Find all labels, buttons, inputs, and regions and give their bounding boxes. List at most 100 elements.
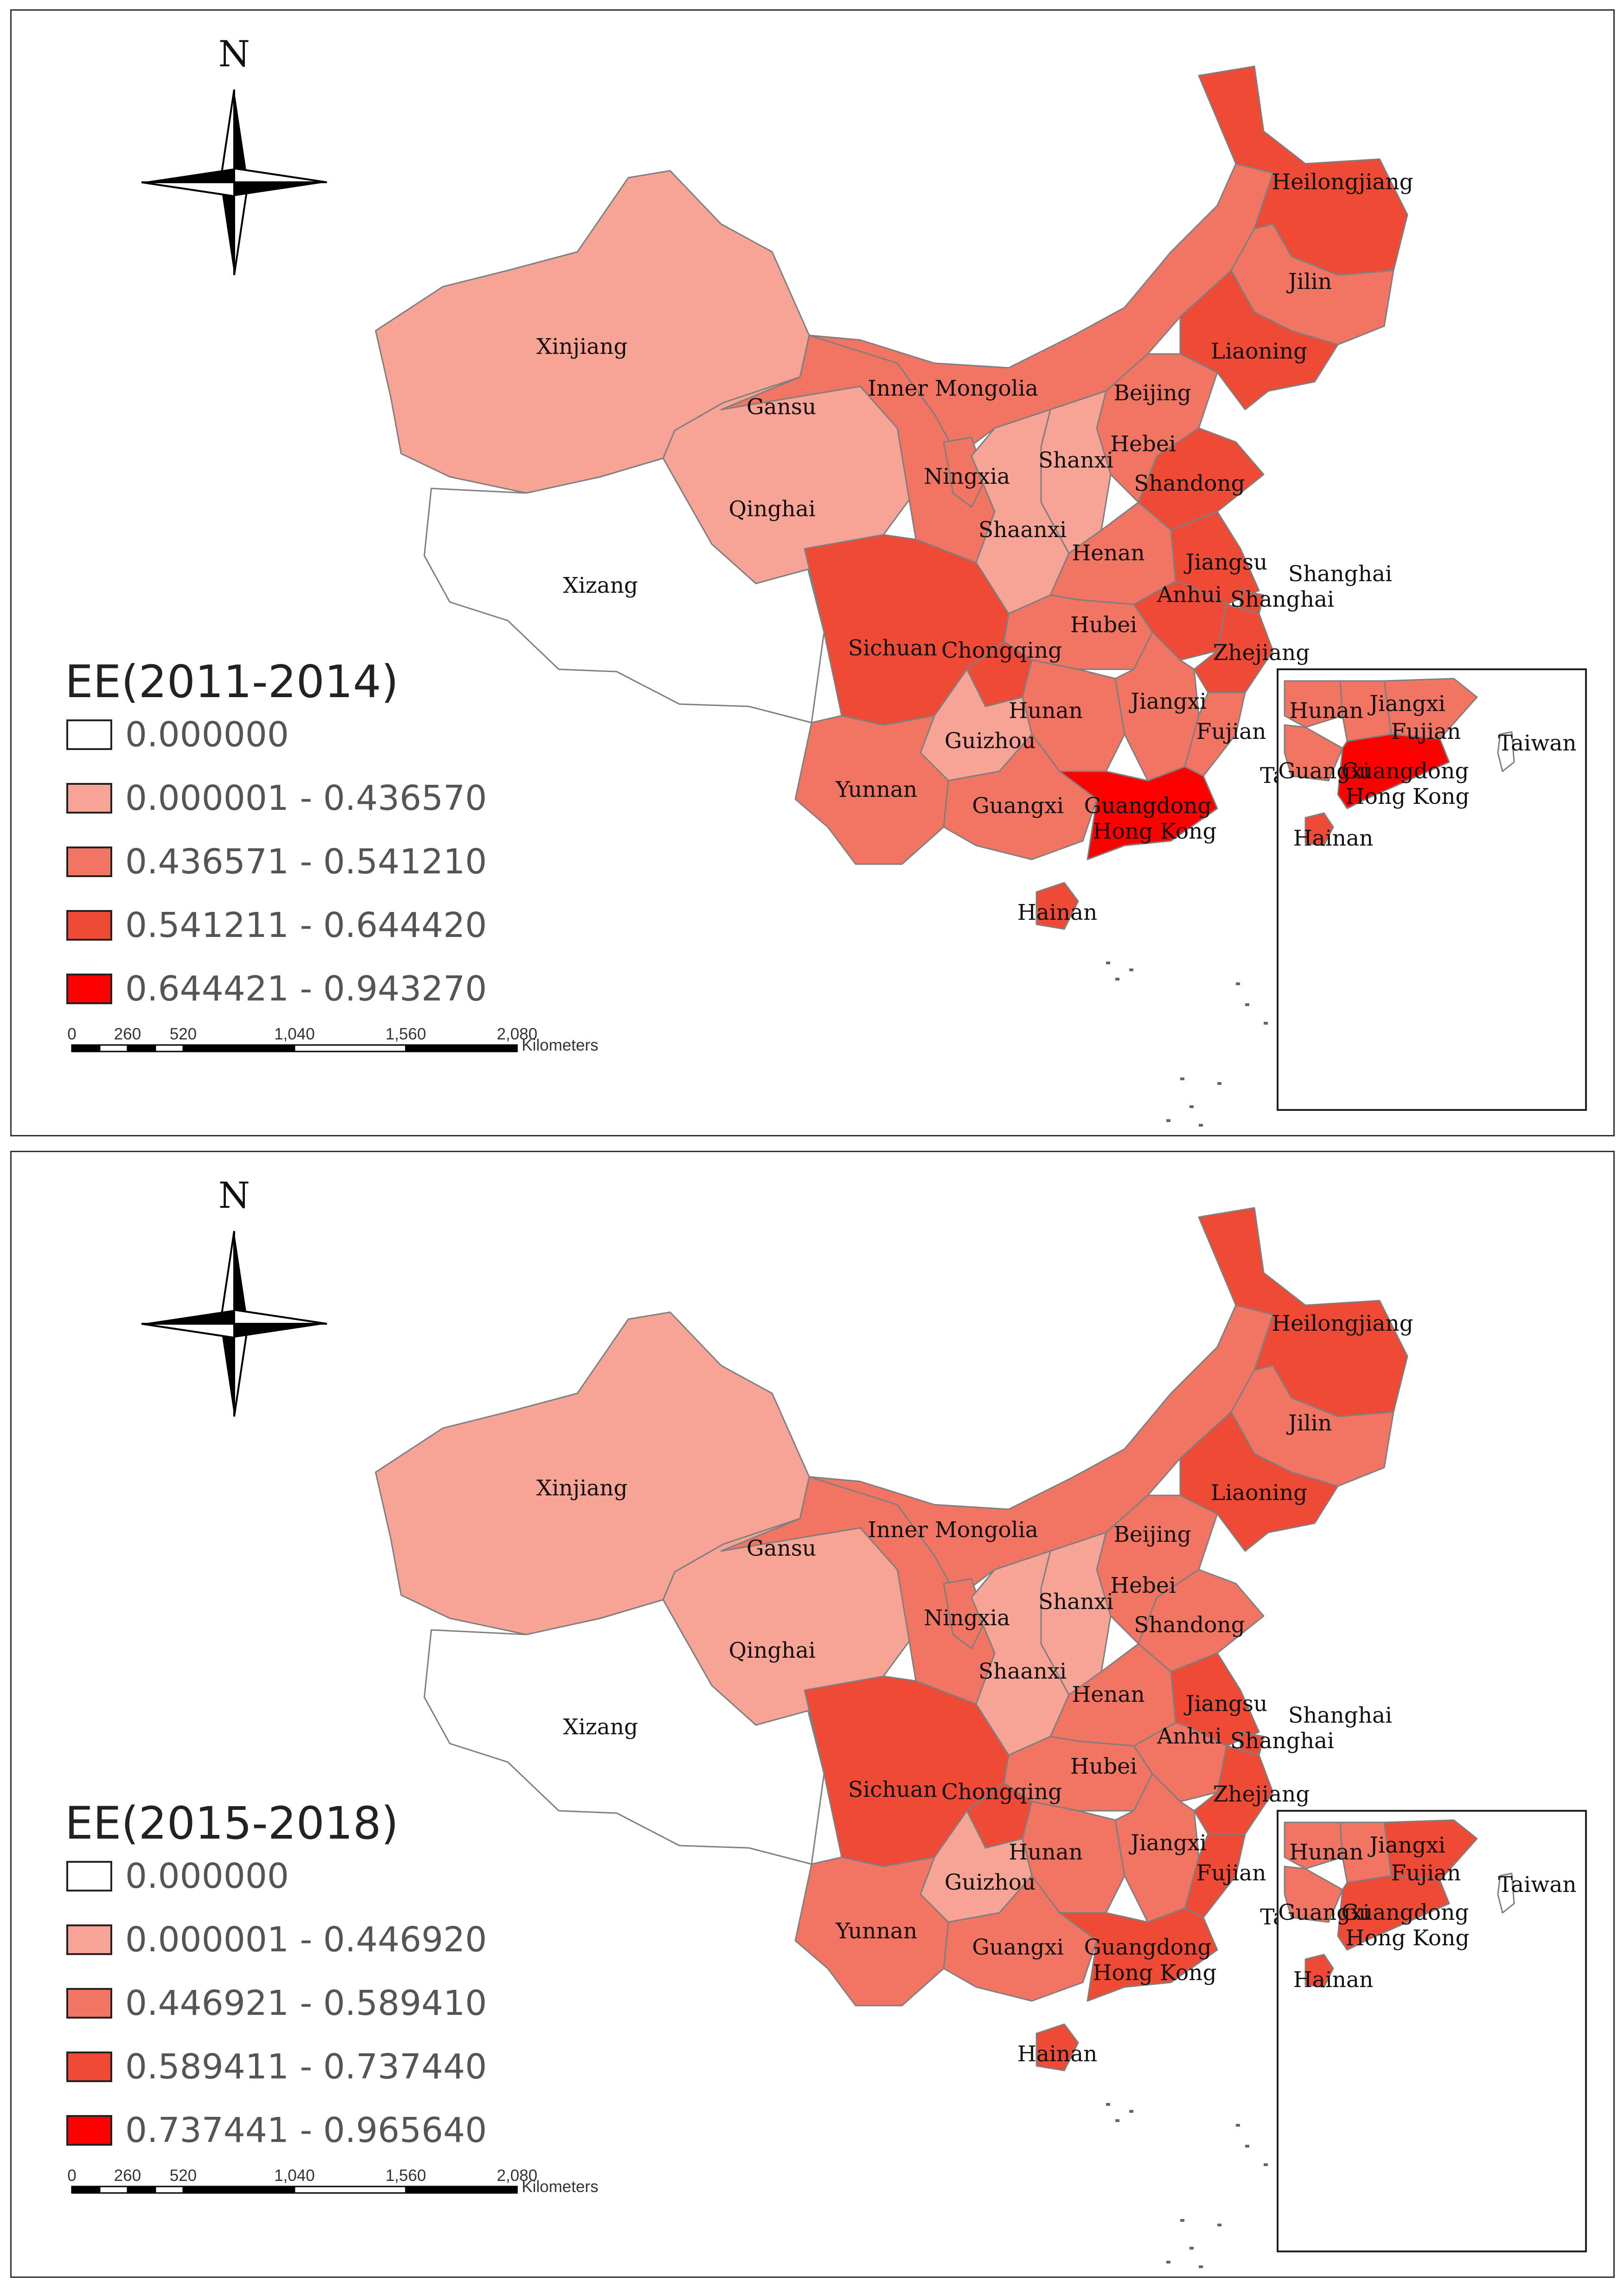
scale-segment bbox=[154, 1044, 184, 1052]
scale-segment bbox=[154, 2186, 184, 2194]
label-guangxi: Guangxi bbox=[972, 793, 1064, 819]
province-zhejiang bbox=[1193, 1745, 1274, 1835]
island-mark bbox=[1189, 2247, 1194, 2250]
legend-label: 0.000001 - 0.436570 bbox=[125, 778, 487, 818]
province-layer bbox=[375, 65, 1408, 930]
legend-swatch bbox=[66, 910, 112, 941]
map-panel-2011-2014: Xinjiang Xizang Qinghai Gansu Inner Mongolia… bbox=[10, 9, 1615, 1136]
label-shanghai: Shanghai bbox=[1230, 1728, 1334, 1754]
north-label: N bbox=[218, 1175, 250, 1217]
inset-province-guangxi bbox=[1284, 724, 1343, 782]
label-xizang: Xizang bbox=[563, 1714, 638, 1740]
island-mark bbox=[1166, 1119, 1170, 1122]
legend-label: 0.436571 - 0.541210 bbox=[125, 842, 487, 882]
scale-tick-label: 2,080 bbox=[497, 2167, 537, 2185]
scale-segment bbox=[99, 2186, 128, 2194]
legend-swatch bbox=[66, 2052, 112, 2082]
legend-label: 0.000001 - 0.446920 bbox=[125, 1920, 487, 1960]
province-guangdong bbox=[1059, 1907, 1218, 2002]
inset-province-guangdong bbox=[1337, 733, 1450, 809]
province-layer bbox=[375, 1207, 1408, 2071]
scale-segment bbox=[182, 1044, 295, 1052]
scale-unit-label: Kilometers bbox=[522, 1036, 598, 1054]
label-hainan: Hainan bbox=[1017, 900, 1098, 925]
label-fujian: Fujian bbox=[1196, 1860, 1266, 1886]
province-guangdong bbox=[1059, 766, 1218, 860]
label-shanghai: Shanghai bbox=[1230, 587, 1334, 612]
legend-swatch bbox=[66, 2115, 112, 2146]
inset-label-jiangxi: Jiangxi bbox=[1368, 1833, 1445, 1858]
province-labels: Xinjiang Xizang Qinghai Gansu Inner Mongolia… bbox=[537, 1311, 1413, 2067]
inset-province-hainan bbox=[1304, 812, 1334, 846]
label-anhui: Anhui bbox=[1157, 1724, 1222, 1749]
scale-tick-label: 520 bbox=[170, 1025, 197, 1043]
legend: EE(2015-2018) 0.000000 0.000001 - 0.446920… bbox=[65, 1797, 487, 2150]
legend-swatch bbox=[66, 783, 112, 814]
scale-tick-label: 1,040 bbox=[274, 2167, 315, 2185]
scale-tick-label: 1,040 bbox=[274, 1025, 315, 1043]
inset-label-guangdong: Guangdong bbox=[1342, 1900, 1469, 1925]
legend-swatch bbox=[66, 1988, 112, 2019]
label-qinghai: Qinghai bbox=[729, 496, 815, 522]
scale-tick-label: 520 bbox=[170, 2167, 197, 2185]
scale-tick-label: 0 bbox=[67, 2167, 76, 2185]
inset-label-hainan: Hainan bbox=[1293, 1967, 1374, 1993]
legend-swatch bbox=[66, 974, 112, 1004]
legend-label: 0.644421 - 0.943270 bbox=[125, 969, 487, 1009]
label-hainan: Hainan bbox=[1017, 2041, 1098, 2067]
label-hunan: Hunan bbox=[1009, 1840, 1083, 1865]
north-arrow-icon: N bbox=[141, 33, 327, 276]
label-chongqing: Chongqing bbox=[941, 1779, 1062, 1805]
label-xizang: Xizang bbox=[563, 573, 638, 598]
label-jilin: Jilin bbox=[1286, 269, 1332, 295]
scale-tick-label: 260 bbox=[114, 1025, 141, 1043]
province-guangxi bbox=[943, 733, 1098, 860]
province-guangxi bbox=[943, 1875, 1098, 2002]
inset-label-fujian: Fujian bbox=[1391, 1860, 1461, 1886]
scale-tick-label: 260 bbox=[114, 2167, 141, 2185]
label-hebei: Hebei bbox=[1110, 431, 1176, 457]
choropleth-map: Xinjiang Xizang Qinghai Gansu Inner Mongolia… bbox=[65, 1175, 1587, 2268]
scale-tick-label: 1,560 bbox=[385, 2167, 426, 2185]
legend-label: 0.000000 bbox=[125, 1856, 289, 1896]
label-guangdong: Guangdong bbox=[1084, 793, 1212, 819]
label-hunan: Hunan bbox=[1009, 698, 1083, 724]
inset-province-guangdong bbox=[1337, 1875, 1450, 1951]
label-jiangsu: Jiangsu bbox=[1184, 550, 1268, 575]
label-shanxi: Shanxi bbox=[1038, 448, 1113, 473]
label-yunnan: Yunnan bbox=[835, 777, 917, 802]
label-ningxia: Ningxia bbox=[924, 464, 1010, 489]
label-shanghai: Shanghai bbox=[1288, 561, 1392, 587]
label-zhejiang: Zhejiang bbox=[1213, 1782, 1310, 1807]
label-beijing: Beijing bbox=[1113, 380, 1191, 406]
island-mark bbox=[1264, 2163, 1268, 2166]
province-liaoning bbox=[1179, 1411, 1339, 1552]
label-guizhou: Guizhou bbox=[945, 728, 1036, 754]
label-fujian: Fujian bbox=[1196, 719, 1266, 744]
legend-swatch bbox=[66, 719, 112, 750]
inset-label-hong-kong: Hong Kong bbox=[1345, 784, 1469, 809]
island-mark bbox=[1264, 1022, 1268, 1025]
legend-label: 0.589411 - 0.737440 bbox=[125, 2047, 487, 2087]
scale-segment bbox=[405, 1044, 518, 1052]
inset-label-taiwan: Taiwan bbox=[1498, 731, 1576, 756]
label-jiangsu: Jiangsu bbox=[1184, 1691, 1268, 1717]
island-mark bbox=[1245, 2145, 1249, 2148]
inset-province-hainan bbox=[1304, 1954, 1334, 1988]
inset-province-fujian bbox=[1383, 678, 1478, 740]
scale-tick-label: 1,560 bbox=[385, 1025, 426, 1043]
legend-label: 0.000000 bbox=[125, 715, 289, 755]
inset-label-hainan: Hainan bbox=[1293, 826, 1374, 851]
inset-label-hunan: Hunan bbox=[1289, 1840, 1363, 1865]
label-jilin: Jilin bbox=[1286, 1411, 1332, 1436]
island-mark bbox=[1129, 2110, 1133, 2113]
island-mark bbox=[1199, 2265, 1203, 2268]
scale-segment bbox=[294, 1044, 407, 1052]
island-mark bbox=[1245, 1003, 1249, 1006]
label-shaanxi: Shaanxi bbox=[978, 1659, 1067, 1684]
legend-title: EE(2015-2018) bbox=[65, 1797, 398, 1849]
island-mark bbox=[1189, 1105, 1194, 1108]
